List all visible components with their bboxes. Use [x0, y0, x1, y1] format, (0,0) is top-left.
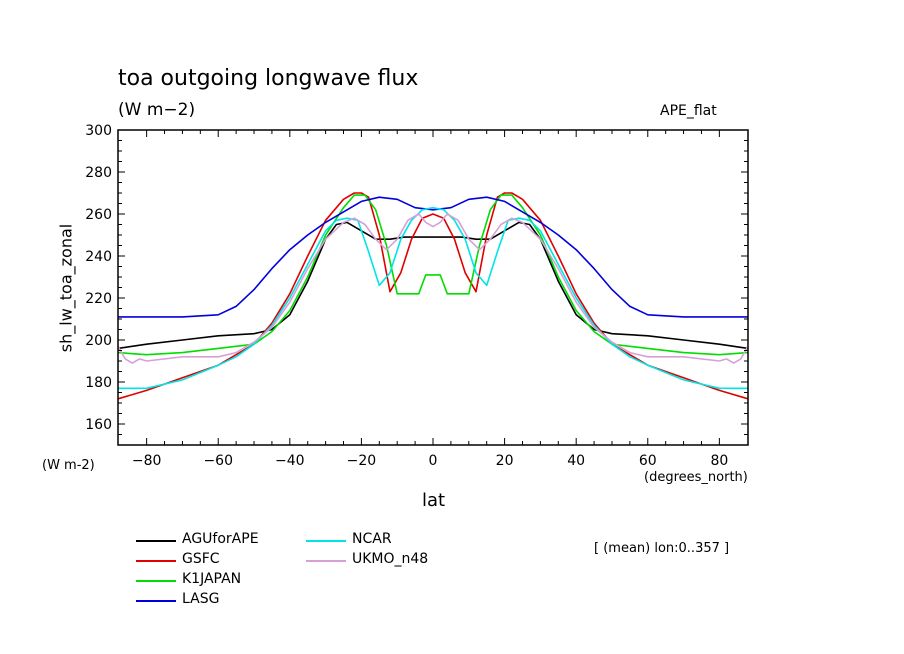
tick-labels: −80 −60 −40 −20 0 20 40 60 80 160 180 200 220 240 260 2… — [85, 123, 728, 469]
x-tick-label: 0 — [429, 453, 438, 469]
legend-label: K1JAPAN — [182, 571, 242, 587]
x-tick-label: −60 — [203, 453, 233, 469]
y-tick-label: 280 — [85, 165, 112, 181]
series-line-k1japan — [117, 194, 749, 356]
series-line-aguforape — [117, 221, 749, 350]
legend-label: UKMO_n48 — [352, 551, 429, 567]
y-tick-label: 160 — [85, 417, 112, 433]
mean-annotation: [ (mean) lon:0..357 ] — [594, 541, 730, 556]
series-line-ukmo_n48 — [117, 213, 749, 364]
series-line-ncar — [118, 206, 748, 390]
y-tick-label: 300 — [85, 123, 112, 139]
x-tick-label: 60 — [639, 453, 657, 469]
series-line-gsfc — [117, 192, 749, 400]
y-tick-label: 260 — [85, 207, 112, 223]
y-tick-label: 220 — [85, 291, 112, 307]
chart-title: toa outgoing longwave flux — [118, 66, 419, 91]
legend-swatch — [136, 580, 176, 582]
y-tick-label: 240 — [85, 249, 112, 265]
x-tick-label: 80 — [710, 453, 728, 469]
legend-swatch — [306, 540, 346, 542]
x-tick-label: −40 — [275, 453, 305, 469]
legend-swatch — [306, 560, 346, 562]
legend-swatch — [136, 540, 176, 542]
axis-ticks — [118, 129, 748, 445]
legend-label: LASG — [182, 591, 220, 607]
x-tick-label: 40 — [567, 453, 585, 469]
dataset-label: APE_flat — [660, 103, 717, 119]
series-lines — [117, 192, 749, 400]
y-tick-label: 200 — [85, 333, 112, 349]
x-axis-label: lat — [422, 490, 446, 511]
series-line-lasg — [118, 196, 748, 318]
legend-swatch — [136, 600, 176, 602]
legend-label: NCAR — [352, 531, 392, 547]
y-axis-units: (W m-2) — [42, 458, 95, 473]
legend-swatch — [136, 560, 176, 562]
x-tick-label: 20 — [496, 453, 514, 469]
plot-frame — [117, 129, 749, 446]
x-axis-units: (degrees_north) — [644, 470, 748, 485]
legend-label: AGUforAPE — [182, 531, 259, 547]
chart-units: (W m−2) — [118, 100, 196, 120]
x-tick-label: −20 — [347, 453, 377, 469]
x-tick-label: −80 — [132, 453, 162, 469]
legend-label: GSFC — [182, 551, 220, 567]
y-tick-label: 180 — [85, 375, 112, 391]
